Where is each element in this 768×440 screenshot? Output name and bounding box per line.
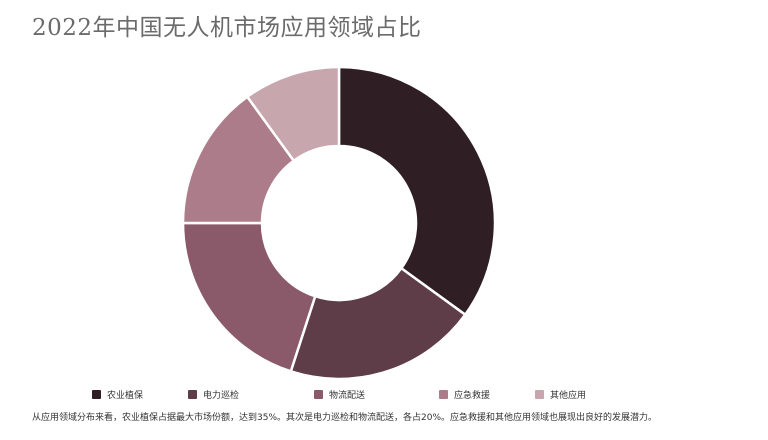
legend-label: 应急救援 bbox=[454, 391, 491, 401]
legend-item-1: 农业植保 bbox=[92, 388, 143, 401]
legend-item-2: 电力巡检 bbox=[188, 388, 239, 401]
legend-label: 其他应用 bbox=[550, 391, 587, 401]
legend-swatch bbox=[314, 390, 323, 399]
chart-note: 从应用领域分布来看，农业植保占据最大市场份额，达到35%。其次是电力巡检和物流配… bbox=[32, 413, 658, 423]
chart-title: 2022年中国无人机市场应用领域占比 bbox=[32, 15, 422, 41]
legend-swatch bbox=[92, 390, 101, 399]
legend-swatch bbox=[535, 390, 544, 399]
legend-swatch bbox=[188, 390, 197, 399]
pie-slice-1 bbox=[337, 65, 497, 317]
legend-swatch bbox=[439, 390, 448, 399]
legend-item-4: 应急救援 bbox=[439, 388, 490, 401]
legend-item-5: 其他应用 bbox=[535, 388, 586, 401]
legend: 农业植保 电力巡检 物流配送 应急救援 其他应用 bbox=[92, 388, 652, 404]
legend-label: 物流配送 bbox=[329, 391, 366, 401]
pie-slice-5 bbox=[245, 65, 341, 163]
legend-item-3: 物流配送 bbox=[314, 388, 365, 401]
pie-slice-2 bbox=[289, 266, 467, 381]
legend-label: 农业植保 bbox=[107, 391, 144, 401]
pie-slice-3 bbox=[181, 221, 317, 373]
legend-label: 电力巡检 bbox=[203, 391, 240, 401]
pie-slice-4 bbox=[181, 95, 296, 225]
